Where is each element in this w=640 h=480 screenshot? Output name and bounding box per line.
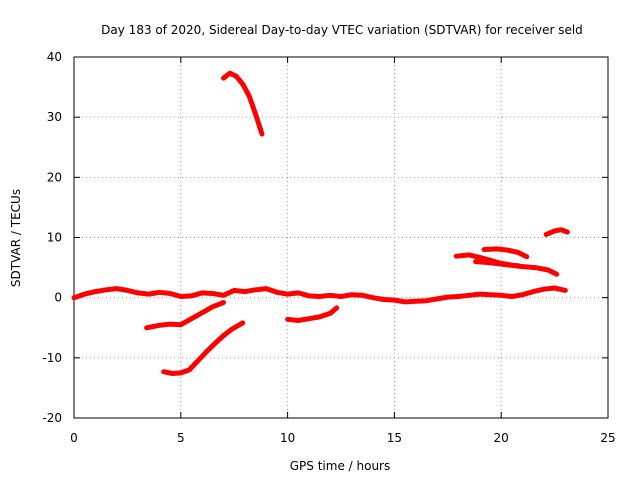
x-tick-label: 25 [600,431,615,445]
y-axis-label: SDTVAR / TECUs [9,189,23,287]
axis-ticks: 0 5 10 15 20 25 -20 -10 0 10 20 30 40 [42,50,615,445]
series-arc-3 [161,320,246,376]
x-tick-label: 15 [387,431,402,445]
x-tick-label: 5 [177,431,185,445]
x-tick-label: 20 [494,431,509,445]
series-arc-4 [221,70,265,137]
x-axis-label: GPS time / hours [290,459,391,473]
series-arc-2 [144,300,226,331]
y-tick-label: -10 [42,351,62,365]
y-tick-label: -20 [42,411,62,425]
y-tick-label: 20 [47,170,62,184]
x-tick-label: 10 [280,431,295,445]
series-arc-1 [71,285,568,305]
x-tick-label: 0 [70,431,78,445]
y-tick-label: 40 [47,50,62,64]
series-arc-8 [473,259,560,277]
y-tick-label: 0 [54,291,62,305]
y-tick-label: 30 [47,110,62,124]
y-tick-label: 10 [47,231,62,245]
series-group [71,70,570,376]
chart-title: Day 183 of 2020, Sidereal Day-to-day VTE… [101,23,583,37]
series-arc-9 [543,227,570,237]
series-arc-7 [481,246,530,260]
series-arc-5 [285,305,340,323]
